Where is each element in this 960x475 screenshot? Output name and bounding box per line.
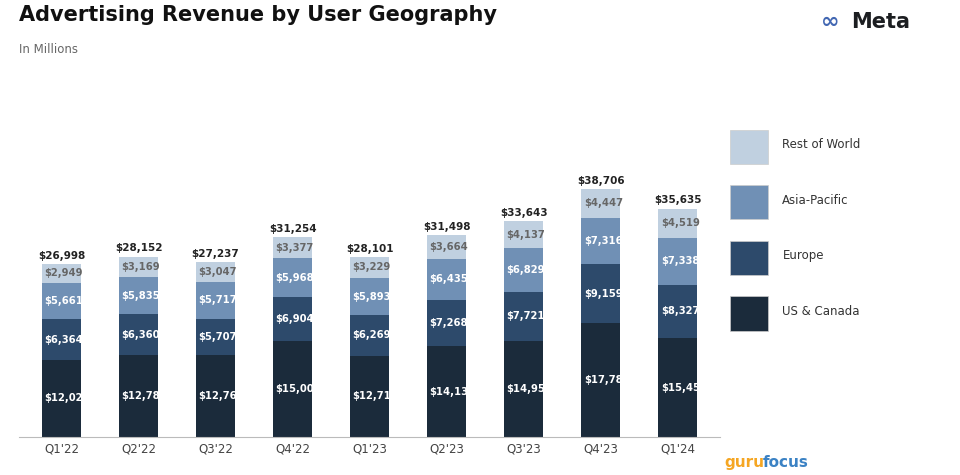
Bar: [504, 341, 542, 437]
Text: guru: guru: [725, 455, 765, 470]
Text: $4,519: $4,519: [660, 218, 700, 228]
Text: $6,269: $6,269: [352, 331, 391, 341]
FancyBboxPatch shape: [730, 241, 768, 275]
Text: $4,137: $4,137: [507, 230, 545, 240]
Text: focus: focus: [763, 455, 809, 470]
Text: $17,784: $17,784: [584, 375, 630, 385]
Text: $28,152: $28,152: [115, 243, 162, 254]
Bar: [274, 237, 312, 258]
FancyBboxPatch shape: [730, 130, 768, 164]
Text: $35,635: $35,635: [654, 196, 702, 206]
Text: $5,661: $5,661: [44, 296, 84, 306]
Bar: [659, 338, 697, 437]
Bar: [427, 235, 466, 259]
Text: $38,706: $38,706: [577, 176, 624, 186]
Bar: [504, 292, 542, 341]
Bar: [42, 283, 81, 319]
Text: $7,721: $7,721: [507, 312, 545, 322]
Bar: [274, 296, 312, 341]
Text: $33,643: $33,643: [500, 208, 547, 218]
Text: $12,788: $12,788: [122, 391, 167, 401]
FancyBboxPatch shape: [730, 185, 768, 219]
Bar: [350, 315, 389, 356]
Text: $6,904: $6,904: [276, 314, 314, 324]
Text: Europe: Europe: [782, 249, 824, 262]
Bar: [659, 285, 697, 338]
Text: $31,498: $31,498: [422, 222, 470, 232]
Text: $3,169: $3,169: [122, 262, 160, 272]
Bar: [427, 259, 466, 300]
Bar: [274, 341, 312, 437]
Bar: [659, 209, 697, 238]
Bar: [350, 278, 389, 315]
Bar: [659, 238, 697, 285]
Bar: [504, 248, 542, 292]
Text: $27,237: $27,237: [192, 249, 239, 259]
Bar: [274, 258, 312, 296]
Bar: [197, 319, 235, 355]
Bar: [119, 355, 157, 437]
Text: $5,707: $5,707: [199, 332, 237, 342]
Text: $14,131: $14,131: [430, 387, 476, 397]
Bar: [197, 263, 235, 282]
Text: $14,956: $14,956: [507, 384, 553, 394]
Bar: [350, 257, 389, 278]
Text: $12,766: $12,766: [199, 391, 244, 401]
Text: $5,893: $5,893: [352, 292, 391, 302]
Bar: [582, 265, 620, 323]
Text: $3,377: $3,377: [276, 243, 314, 253]
Text: $15,005: $15,005: [276, 384, 322, 394]
Text: $5,968: $5,968: [276, 273, 314, 283]
FancyBboxPatch shape: [730, 296, 768, 331]
Text: $7,316: $7,316: [584, 236, 622, 246]
Text: $5,835: $5,835: [122, 291, 160, 301]
Text: Advertising Revenue by User Geography: Advertising Revenue by User Geography: [19, 5, 497, 25]
Text: Meta: Meta: [852, 12, 910, 32]
Bar: [427, 300, 466, 346]
Text: $6,360: $6,360: [122, 330, 160, 340]
Bar: [42, 360, 81, 437]
Bar: [119, 314, 157, 355]
Text: $26,998: $26,998: [38, 251, 85, 261]
Bar: [197, 282, 235, 319]
Text: In Millions: In Millions: [19, 43, 78, 56]
Bar: [504, 221, 542, 248]
Bar: [119, 256, 157, 277]
Text: ∞: ∞: [821, 12, 839, 32]
Text: $5,717: $5,717: [199, 295, 237, 305]
Text: $4,447: $4,447: [584, 198, 623, 208]
Text: $6,364: $6,364: [44, 334, 84, 344]
Text: $3,229: $3,229: [352, 262, 391, 272]
Text: $8,327: $8,327: [660, 306, 699, 316]
Bar: [582, 218, 620, 265]
Text: US & Canada: US & Canada: [782, 305, 860, 318]
Bar: [197, 355, 235, 437]
Text: Asia-Pacific: Asia-Pacific: [782, 194, 849, 207]
Text: $3,664: $3,664: [430, 242, 468, 252]
Bar: [42, 264, 81, 283]
Text: $3,047: $3,047: [199, 267, 237, 277]
Text: $6,435: $6,435: [430, 274, 468, 284]
Text: $7,268: $7,268: [430, 318, 468, 328]
Text: $7,338: $7,338: [660, 256, 699, 266]
Text: $15,451: $15,451: [660, 382, 707, 392]
Text: $6,829: $6,829: [507, 265, 545, 275]
Bar: [582, 323, 620, 437]
Bar: [350, 356, 389, 437]
Text: $12,024: $12,024: [44, 393, 90, 403]
Text: $31,254: $31,254: [269, 224, 317, 234]
Text: $28,101: $28,101: [346, 244, 394, 254]
Bar: [42, 319, 81, 360]
Bar: [119, 277, 157, 314]
Bar: [427, 346, 466, 437]
Text: Rest of World: Rest of World: [782, 138, 861, 151]
Text: $12,710: $12,710: [352, 391, 398, 401]
Text: $2,949: $2,949: [44, 268, 84, 278]
Text: $9,159: $9,159: [584, 289, 622, 299]
Bar: [582, 189, 620, 218]
